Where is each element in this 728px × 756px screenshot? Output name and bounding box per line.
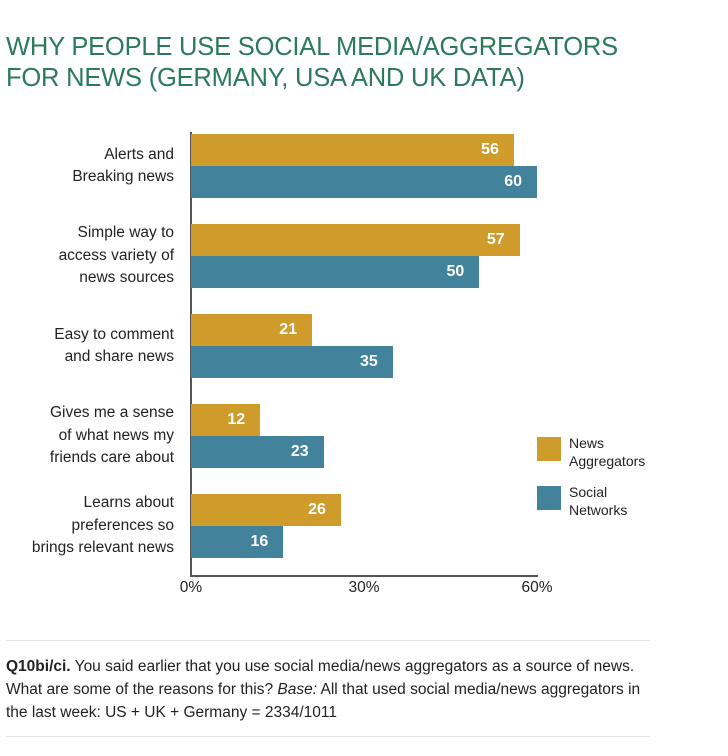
category-label-line: friends care about — [49, 449, 174, 467]
legend-label-social-networks: Social Networks — [569, 484, 628, 518]
footnote-question-id: Q10bi/ci. — [6, 658, 71, 675]
category-label-line: Alerts and — [104, 145, 174, 163]
divider-bottom — [6, 736, 650, 737]
category-label-line: news sources — [79, 269, 174, 287]
category-label-line: Simple way to — [77, 224, 174, 242]
chart-title: WHY PEOPLE USE SOCIAL MEDIA/AGGREGATORS … — [6, 32, 706, 94]
bar-value-label: 60 — [504, 173, 522, 190]
bar-social-networks: 16 — [191, 526, 284, 558]
category-label: Gives me a sense of what news my friends c… — [0, 402, 174, 470]
bar-social-networks: 50 — [191, 256, 480, 288]
bar-social-networks: 35 — [191, 346, 393, 378]
bar-news-aggregators: 21 — [191, 314, 313, 346]
category-label-line: Easy to comment — [54, 325, 174, 343]
category-label-line: Learns about — [83, 494, 175, 512]
category-label-line: brings relevant news — [31, 539, 174, 557]
bar-news-aggregators: 56 — [191, 134, 514, 166]
category-label-line: access variety of — [58, 246, 174, 264]
bar-value-label: 16 — [250, 533, 269, 550]
category-label: Alerts and Breaking news — [0, 144, 174, 189]
bar-value-label: 26 — [308, 501, 326, 518]
bar-social-networks: 60 — [191, 166, 537, 198]
legend-swatch-social-networks — [537, 486, 561, 510]
legend-label-news-aggregators: News Aggregators — [569, 435, 646, 469]
bar-news-aggregators: 26 — [191, 494, 341, 526]
footnote-base-text: All that used social media/news aggregat… — [6, 681, 641, 721]
bar-value-label: 12 — [227, 411, 246, 428]
bar-value-label: 56 — [481, 141, 499, 158]
footnote: Q10bi/ci. You said earlier that you use … — [6, 655, 656, 724]
category-label: Simple way to access variety of news sourc… — [0, 222, 174, 290]
bar-value-label: 23 — [290, 443, 309, 460]
category-label-line: and share news — [64, 348, 174, 365]
chart-title-line-2: FOR NEWS (GERMANY, USA AND UK DATA) — [6, 64, 525, 92]
category-label-line: preferences so — [71, 516, 174, 534]
bar-news-aggregators: 57 — [191, 224, 520, 256]
x-axis-line — [190, 575, 538, 577]
x-tick-label: 60% — [521, 579, 553, 596]
footnote-base-label: Base: — [277, 681, 318, 698]
category-label: Learns about preferences so brings relevan… — [0, 492, 174, 560]
footnote-question-text: You said earlier that you use social med… — [6, 658, 635, 698]
bar-social-networks: 23 — [191, 436, 324, 468]
legend-swatch-news-aggregators — [537, 437, 561, 461]
divider-top — [6, 640, 650, 641]
bar-news-aggregators: 12 — [191, 404, 261, 436]
bar-value-label: 35 — [360, 353, 378, 370]
category-label: Easy to comment and share news — [0, 324, 174, 369]
category-label-line: Breaking news — [72, 168, 174, 185]
x-tick-label: 0% — [179, 579, 203, 596]
x-tick-label: 30% — [348, 579, 380, 596]
category-label-line: Gives me a sense — [49, 404, 174, 422]
chart-title-line-1: WHY PEOPLE USE SOCIAL MEDIA/AGGREGATORS — [6, 33, 618, 61]
bar-value-label: 21 — [279, 321, 298, 338]
y-axis-line — [190, 132, 192, 576]
bar-value-label: 50 — [446, 263, 465, 280]
category-label-line: of what news my — [58, 426, 174, 444]
bar-value-label: 57 — [486, 231, 505, 248]
